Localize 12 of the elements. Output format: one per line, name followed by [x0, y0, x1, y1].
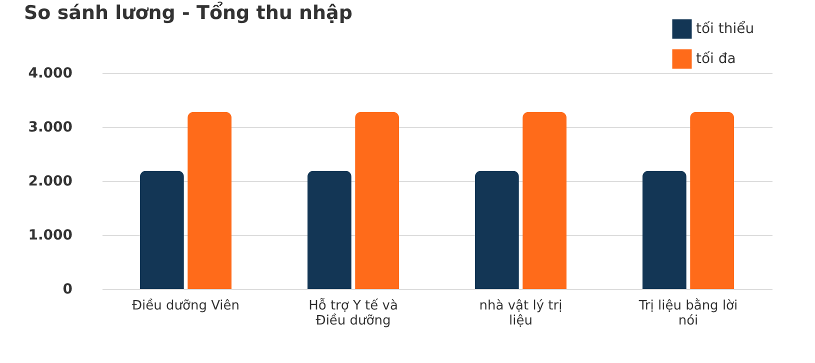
- y-tick-label: 0: [62, 282, 73, 298]
- x-tick-label: Hỗ trợ Y tế và Điều dưỡng: [308, 298, 398, 328]
- y-tick-label: 3.000: [28, 120, 73, 136]
- chart-title: So sánh lương - Tổng thu nhập: [24, 1, 352, 24]
- y-tick-label: 2.000: [28, 174, 73, 190]
- x-tick-label: nhà vật lý trị liệu: [479, 298, 562, 328]
- y-tick-label: 1.000: [28, 228, 73, 244]
- y-tick-label: 4.000: [28, 66, 73, 82]
- x-tick-label: Trị liệu bằng lời nói: [638, 298, 738, 328]
- x-tick-label: Điều dưỡng Viên: [132, 298, 240, 314]
- legend-label: tối thiểu: [696, 20, 754, 37]
- legend-label: tối đa: [696, 51, 736, 67]
